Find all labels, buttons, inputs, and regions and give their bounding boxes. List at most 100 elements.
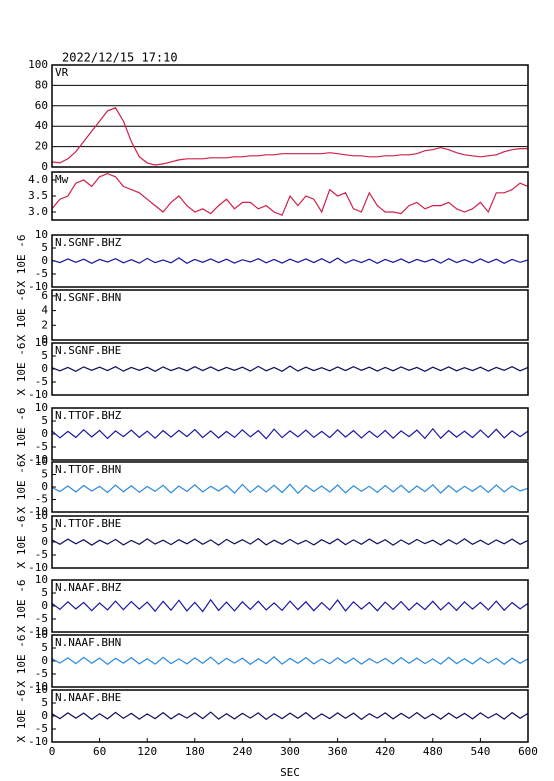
y-tick-label: 5 xyxy=(41,522,48,535)
y-tick-label: 0 xyxy=(41,254,48,267)
y-tick-label: 5 xyxy=(41,241,48,254)
panel-frame xyxy=(51,689,529,743)
trace xyxy=(51,598,529,613)
y-tick-label: 0 xyxy=(41,160,48,173)
y-tick-label: 3.0 xyxy=(28,205,48,218)
y-tick-label: 10 xyxy=(35,509,48,522)
y-tick-label: 5 xyxy=(41,696,48,709)
x-axis-label: SEC xyxy=(280,766,300,779)
trace xyxy=(51,537,529,546)
y-tick-label: -10 xyxy=(28,561,48,574)
panel-label: N.NAAF.BHE xyxy=(55,691,121,704)
panel-frame xyxy=(51,515,529,569)
y-tick-label: 20 xyxy=(35,140,48,153)
x-tick-label: 480 xyxy=(423,745,443,758)
x-tick-label: 120 xyxy=(137,745,157,758)
trace xyxy=(51,365,529,372)
panel-frame xyxy=(51,407,529,461)
panel-frame xyxy=(51,171,529,221)
y-tick-label: 10 xyxy=(35,628,48,641)
y-tick-label: 0 xyxy=(41,709,48,722)
y-tick-label: -10 xyxy=(28,680,48,693)
trace xyxy=(51,427,529,440)
y-tick-label: 2 xyxy=(41,318,48,331)
x-tick-label: 300 xyxy=(280,745,300,758)
panel-frame xyxy=(51,461,529,513)
y-tick-label: -5 xyxy=(35,612,48,625)
y-axis-label: X 10E -6 xyxy=(15,635,28,688)
trace xyxy=(51,655,529,666)
y-tick-label: -5 xyxy=(35,667,48,680)
y-tick-label: -5 xyxy=(35,375,48,388)
y-tick-label: 5 xyxy=(41,349,48,362)
panel-frame xyxy=(51,64,529,168)
y-axis-label: X 10E -6 xyxy=(15,690,28,743)
panel-label: N.TTOF.BHN xyxy=(55,463,121,476)
y-tick-label: 0 xyxy=(41,362,48,375)
y-tick-label: 10 xyxy=(35,401,48,414)
x-tick-label: 540 xyxy=(470,745,490,758)
y-tick-label: -10 xyxy=(28,625,48,638)
y-tick-label: 10 xyxy=(35,336,48,349)
y-axis-label: X 10E -6 xyxy=(15,408,28,461)
y-tick-label: 0 xyxy=(41,654,48,667)
y-axis-label: X 10E -6 xyxy=(15,461,28,514)
y-tick-label: 60 xyxy=(35,99,48,112)
panel-label: N.TTOF.BHZ xyxy=(55,409,122,422)
y-tick-label: 10 xyxy=(35,228,48,241)
y-tick-label: 10 xyxy=(35,455,48,468)
x-tick-label: 420 xyxy=(375,745,395,758)
y-tick-label: -5 xyxy=(35,493,48,506)
y-tick-label: 100 xyxy=(28,58,48,71)
y-axis-label: X 10E -6 xyxy=(15,343,28,396)
panel-frame xyxy=(51,342,529,396)
trace xyxy=(51,711,529,721)
y-tick-label: -5 xyxy=(35,440,48,453)
trace xyxy=(51,172,529,216)
y-tick-label: -10 xyxy=(28,388,48,401)
trace xyxy=(51,257,529,264)
panel-label: N.SGNF.BHE xyxy=(55,344,121,357)
x-tick-label: 60 xyxy=(93,745,106,758)
panel-label: N.NAAF.BHZ xyxy=(55,581,122,594)
panel-frame xyxy=(51,234,529,288)
y-tick-label: 0 xyxy=(41,535,48,548)
panel-frame xyxy=(51,579,529,633)
trace xyxy=(51,107,528,166)
y-tick-label: 0 xyxy=(41,333,48,346)
panel-label: N.NAAF.BHN xyxy=(55,636,121,649)
y-tick-label: 0 xyxy=(41,599,48,612)
y-tick-label: 5 xyxy=(41,414,48,427)
panel-label: N.SGNF.BHZ xyxy=(55,236,122,249)
panel-label: N.SGNF.BHN xyxy=(55,291,121,304)
x-tick-label: 600 xyxy=(518,745,538,758)
trace xyxy=(51,483,529,495)
panel-label: N.TTOF.BHE xyxy=(55,517,121,530)
y-axis-label: X 10E -6 xyxy=(15,289,28,342)
y-axis-label: X 10E -6 xyxy=(15,580,28,633)
y-tick-label: 10 xyxy=(35,573,48,586)
y-tick-label: 5 xyxy=(41,468,48,481)
y-tick-label: 0 xyxy=(41,480,48,493)
x-tick-label: 360 xyxy=(328,745,348,758)
y-tick-label: 10 xyxy=(35,683,48,696)
panel-frame xyxy=(51,289,529,341)
y-tick-label: 6 xyxy=(41,289,48,302)
y-tick-label: 4.0 xyxy=(28,173,48,186)
y-tick-label: -10 xyxy=(28,735,48,748)
panel-label: VR xyxy=(55,66,69,79)
y-axis-label: X 10E -6 xyxy=(15,235,28,288)
chart-title: 2022/12/15 17:10 xyxy=(62,51,178,65)
y-tick-label: -10 xyxy=(28,280,48,293)
y-tick-label: 5 xyxy=(41,586,48,599)
y-tick-label: -10 xyxy=(28,453,48,466)
panel-label: Mw xyxy=(55,173,69,186)
x-tick-label: 240 xyxy=(232,745,252,758)
x-tick-label: 0 xyxy=(49,745,56,758)
y-tick-label: -5 xyxy=(35,267,48,280)
y-tick-label: 5 xyxy=(41,641,48,654)
y-axis-label: X 10E -6 xyxy=(15,516,28,569)
y-tick-label: -5 xyxy=(35,548,48,561)
y-tick-label: 80 xyxy=(35,78,48,91)
